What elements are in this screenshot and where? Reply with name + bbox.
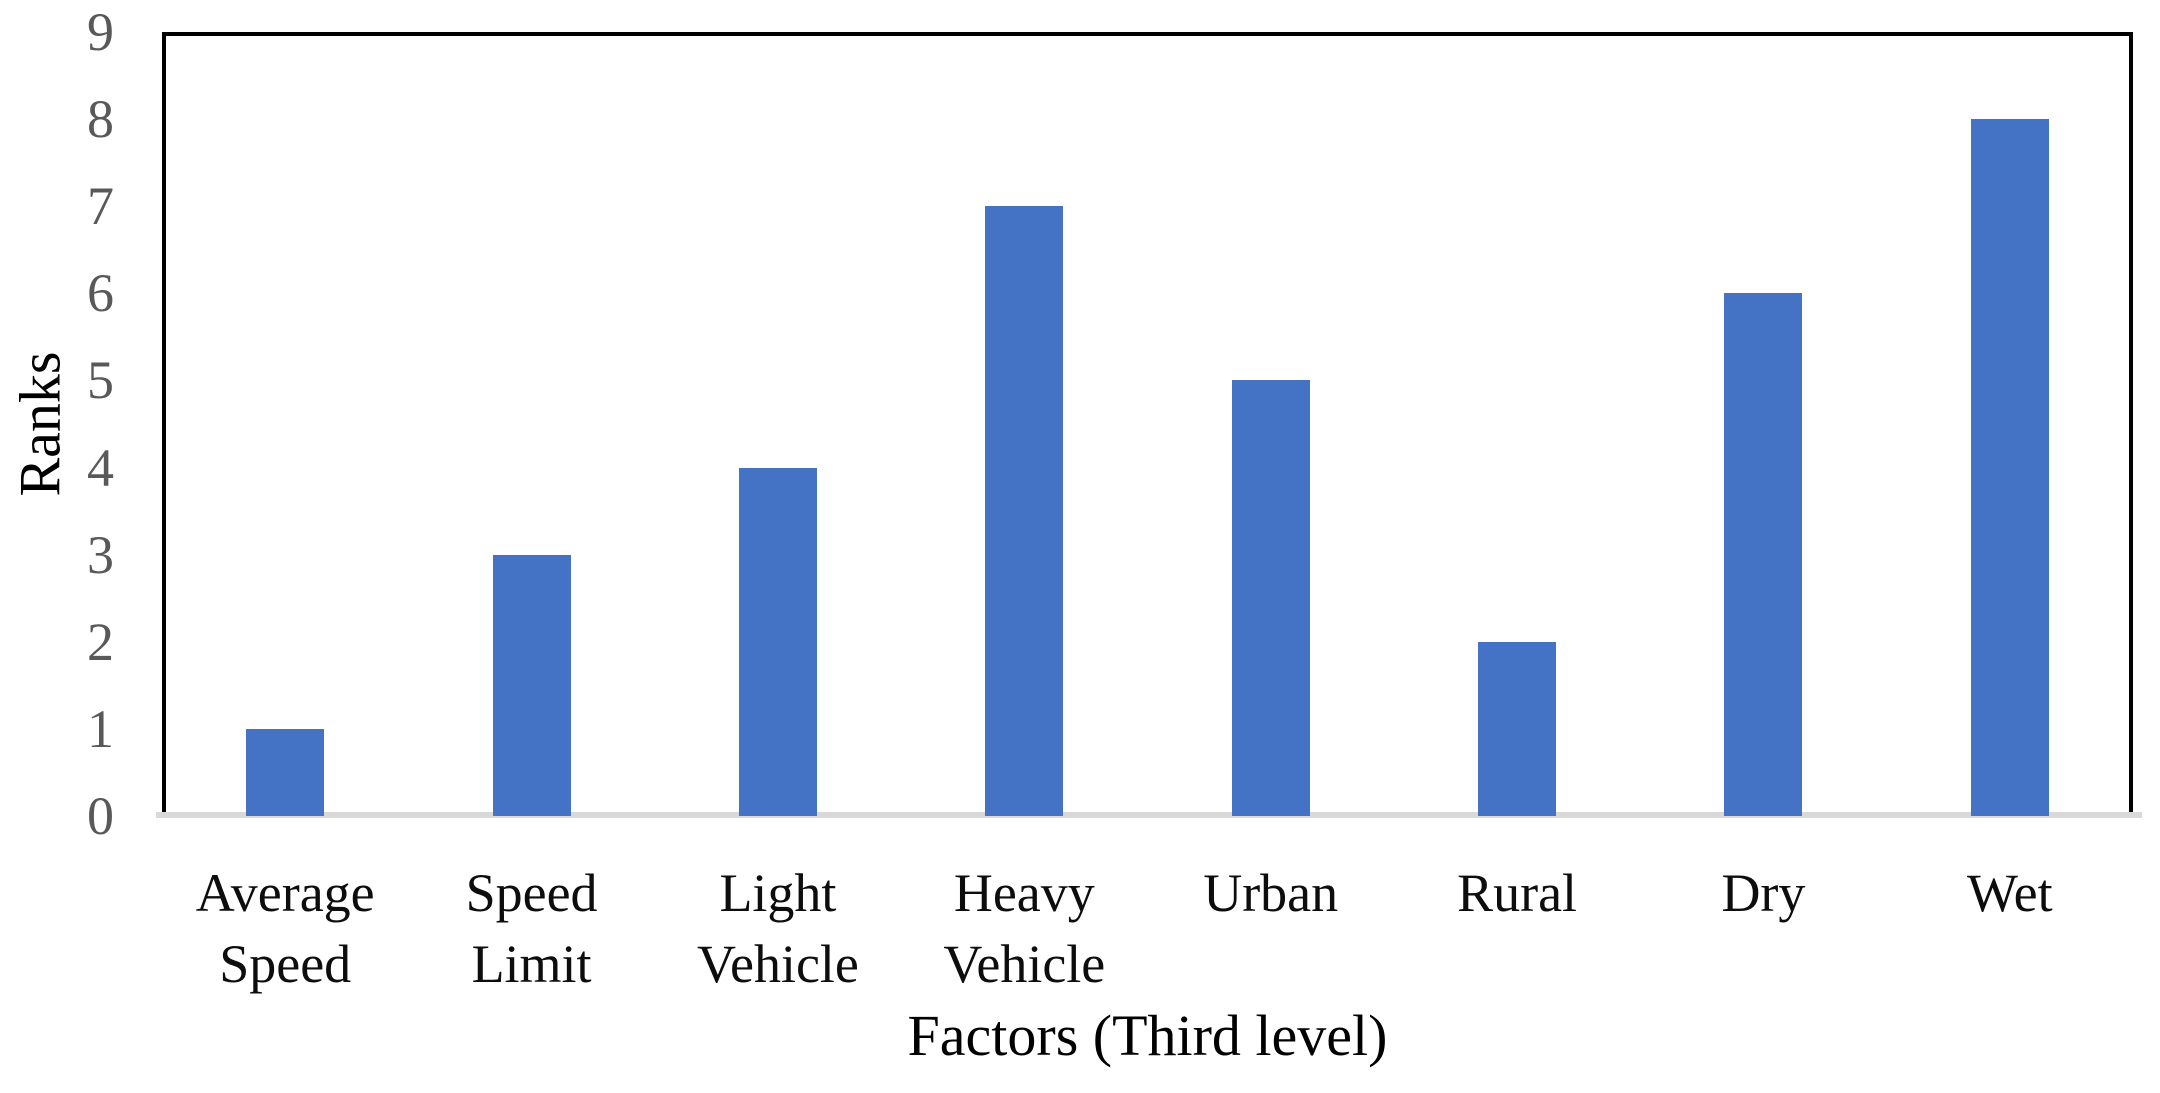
y-tick-label-2: 2	[87, 611, 114, 672]
y-tick-label-3: 3	[87, 524, 114, 585]
bar-speed-limit	[492, 554, 571, 816]
y-tick-label-6: 6	[87, 263, 114, 324]
bar-rural	[1478, 641, 1557, 816]
bar-wet	[1970, 119, 2049, 816]
y-axis-title: Ranks	[7, 351, 73, 497]
category-label-wet: Wet	[1967, 863, 2053, 923]
plot-area	[162, 32, 2133, 816]
category-label-urban: Urban	[1203, 863, 1339, 923]
category-label-average-speed: Average Speed	[195, 863, 375, 995]
bar-dry	[1724, 293, 1803, 816]
category-label-speed-limit: Speed Limit	[465, 863, 598, 995]
y-tick-label-0: 0	[87, 786, 114, 846]
category-label-dry: Dry	[1721, 863, 1806, 923]
bar-urban	[1231, 380, 1310, 816]
bar-light-vehicle	[738, 467, 817, 816]
y-tick-label-1: 1	[87, 698, 114, 759]
y-tick-label-4: 4	[87, 437, 114, 498]
category-label-light-vehicle: Light Vehicle	[696, 863, 859, 995]
y-tick-label-7: 7	[87, 176, 114, 237]
bar-heavy-vehicle	[985, 206, 1064, 816]
y-tick-label-5: 5	[87, 350, 114, 411]
category-label-heavy-vehicle: Heavy Vehicle	[943, 863, 1106, 995]
y-tick-label-9: 9	[87, 2, 114, 62]
x-axis-title: Factors (Third level)	[907, 1003, 1388, 1068]
y-tick-label-8: 8	[87, 89, 114, 150]
x-axis-line	[156, 812, 2142, 818]
bar-average-speed	[246, 728, 325, 816]
category-label-rural: Rural	[1457, 863, 1578, 923]
